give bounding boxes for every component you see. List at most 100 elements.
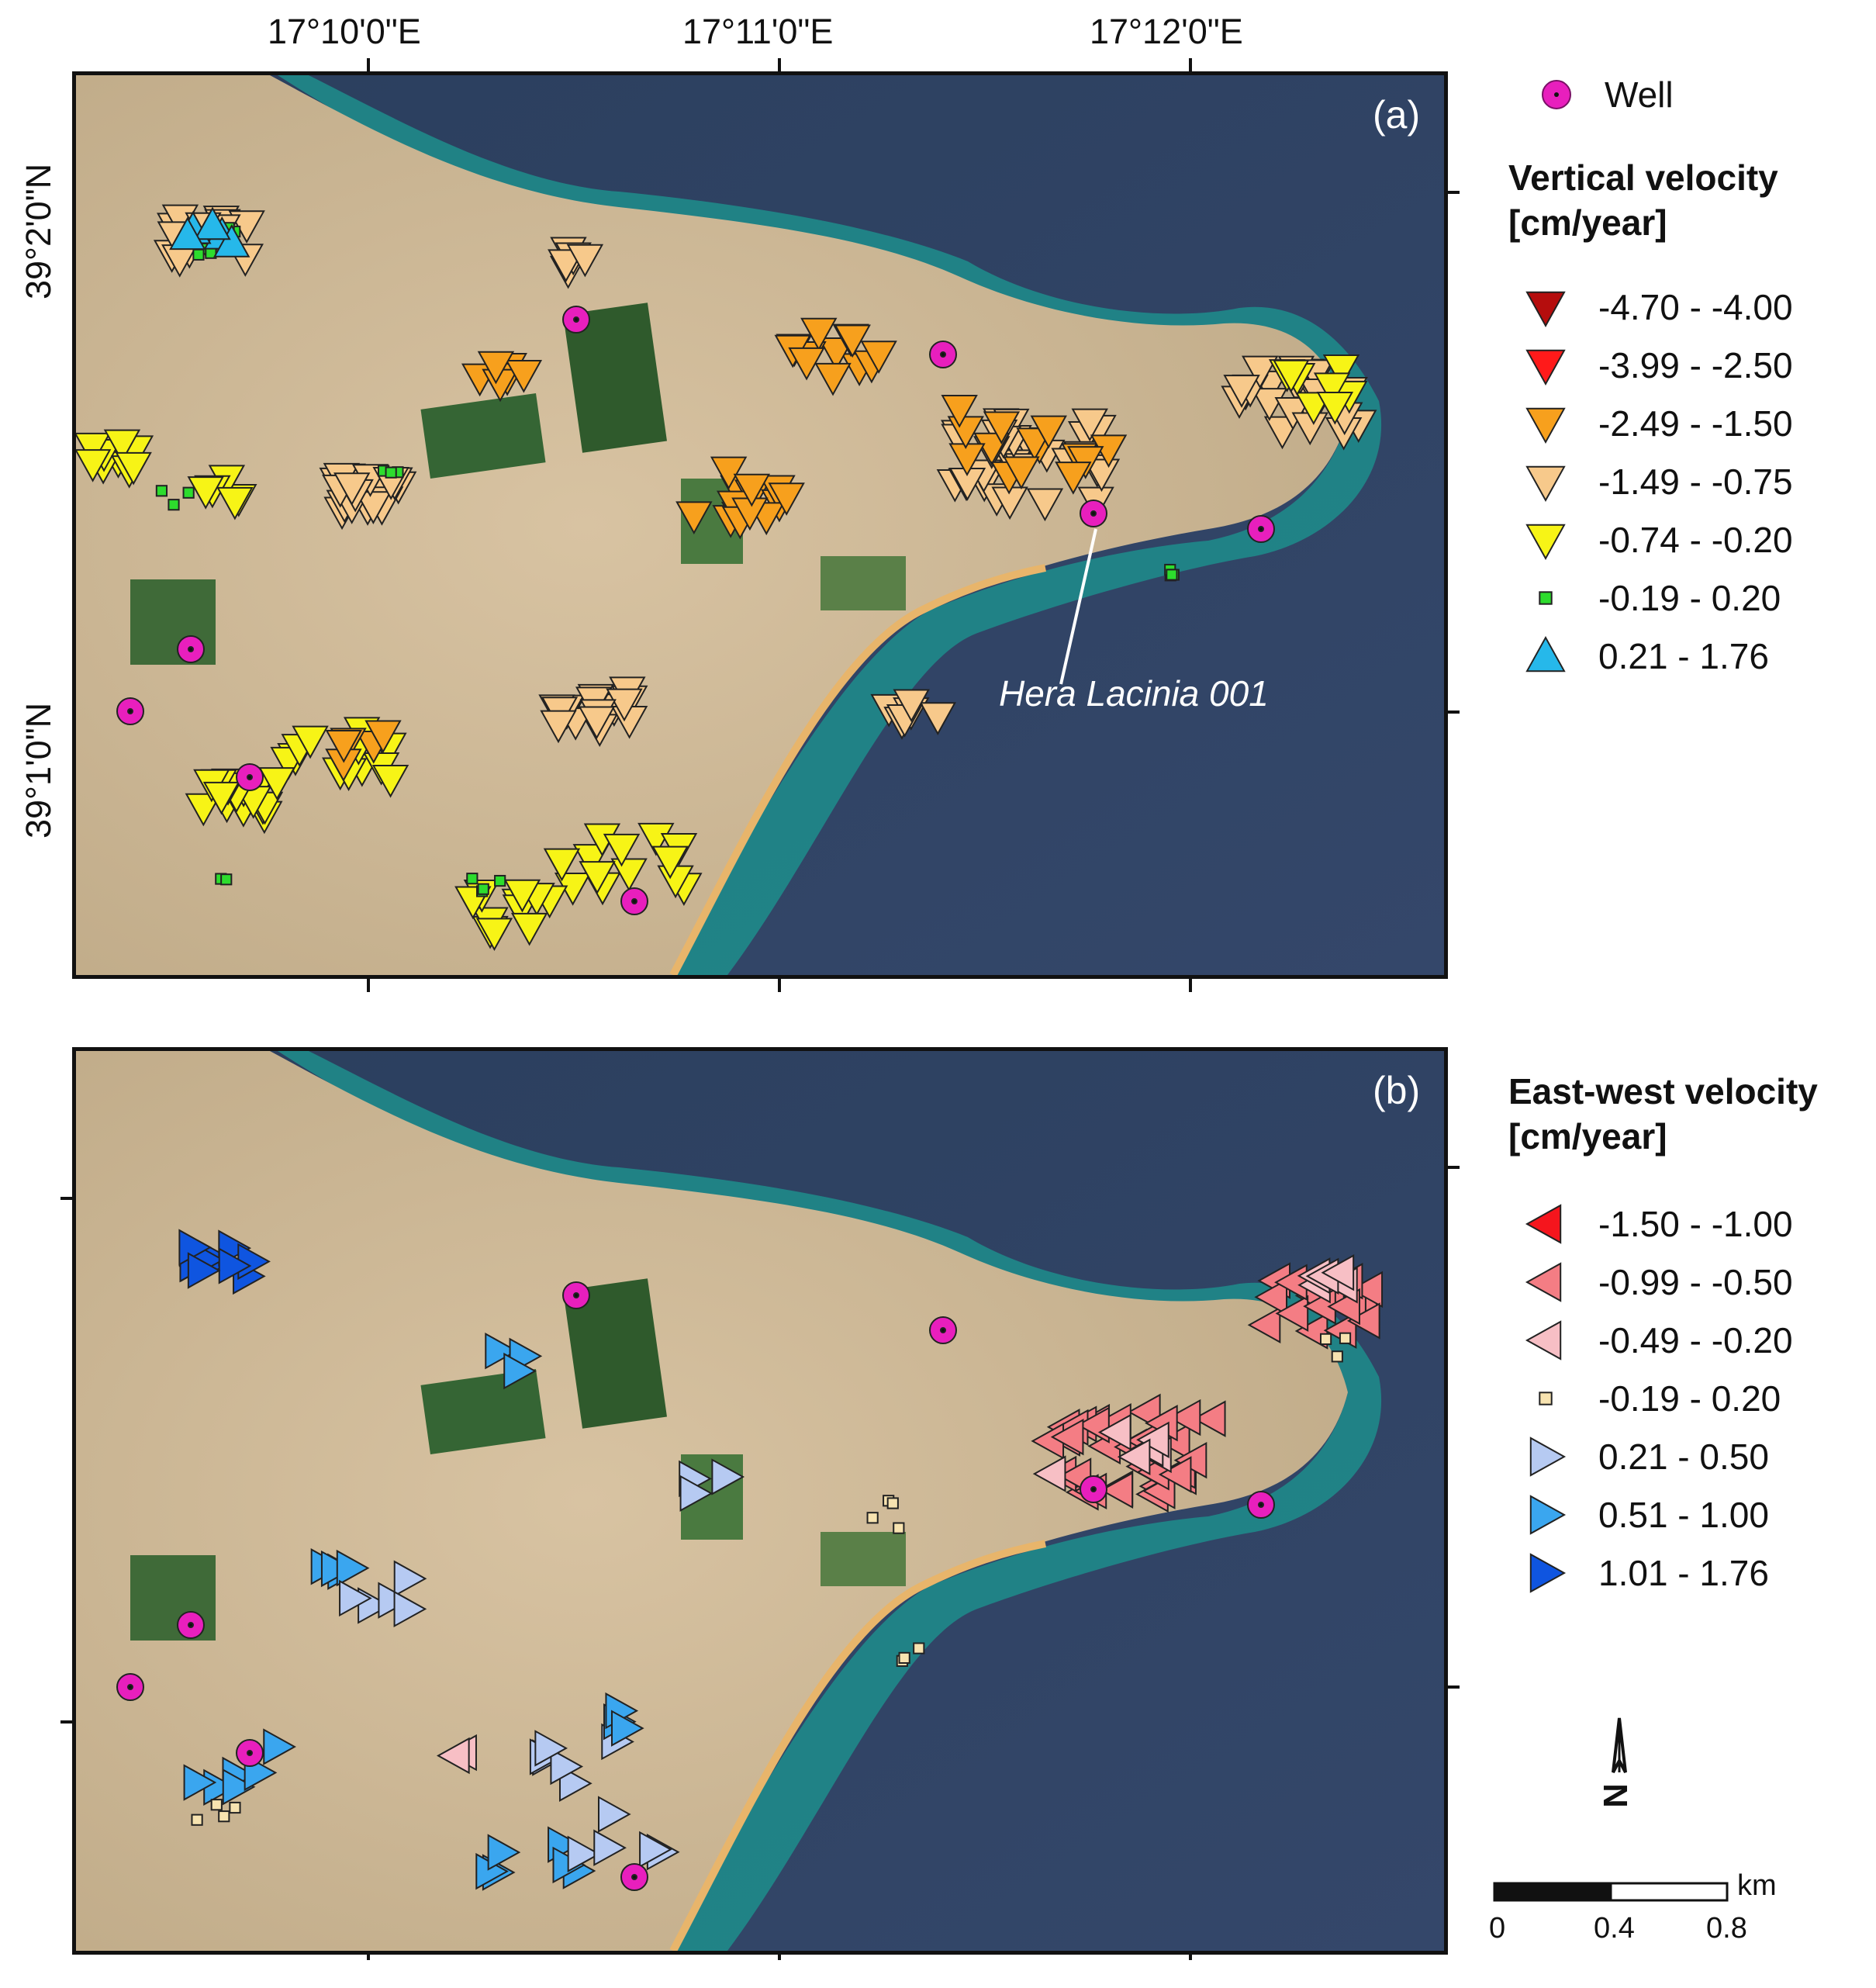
- ps-marker: [1192, 1400, 1226, 1437]
- ps-marker: [1319, 1333, 1332, 1345]
- vertical-legend-symbol-icon: [1525, 635, 1566, 672]
- ps-marker: [733, 473, 771, 507]
- shore-sand: [669, 1540, 1046, 1951]
- vertical-legend-range: -2.49 - -1.50: [1598, 403, 1793, 444]
- ps-marker: [1158, 1456, 1192, 1493]
- vertical-legend-range: -3.99 - -2.50: [1598, 345, 1793, 385]
- ps-marker: [814, 362, 852, 396]
- ps-marker: [893, 1522, 905, 1534]
- green-field: [821, 1532, 906, 1586]
- coast-shallow-water: [278, 1051, 1382, 1951]
- ps-marker: [1321, 1254, 1355, 1291]
- ps-marker: [1275, 1295, 1309, 1333]
- ps-marker: [1167, 1399, 1201, 1437]
- ps-marker: [210, 1799, 223, 1811]
- well-center-dot: [940, 1327, 946, 1333]
- well-center-dot: [1258, 526, 1264, 532]
- ps-marker: [1026, 488, 1064, 522]
- ps-marker: [510, 912, 548, 946]
- eastwest-legend-range: 1.01 - 1.76: [1598, 1553, 1769, 1593]
- ps-marker: [572, 844, 610, 877]
- ps-marker: [466, 873, 479, 885]
- ps-marker: [292, 725, 329, 759]
- well-icon: [1542, 80, 1571, 109]
- vertical-legend-symbol-icon: [1525, 465, 1566, 503]
- legend-vertical-title-line1: Vertical velocity: [1508, 157, 1778, 198]
- eastwest-legend-row: -0.99 - -0.50: [1524, 1260, 1793, 1304]
- eastwest-legend-range: -1.50 - -1.00: [1598, 1204, 1793, 1244]
- well-center-dot: [127, 1684, 133, 1690]
- ps-marker: [1322, 354, 1360, 388]
- well-center-dot: [188, 1622, 194, 1628]
- ps-marker: [1251, 388, 1288, 421]
- vertical-legend-symbol-icon: [1539, 591, 1553, 605]
- ps-marker: [494, 874, 506, 887]
- lon-label-2: 17°11'0"E: [682, 12, 834, 51]
- ps-marker: [103, 429, 141, 463]
- ps-marker: [218, 1810, 230, 1823]
- vertical-legend-symbol-icon: [1525, 407, 1566, 444]
- ps-marker: [191, 1813, 203, 1826]
- ps-marker: [597, 1796, 631, 1833]
- coast-shallow-water: [278, 75, 1382, 975]
- ps-marker: [194, 206, 231, 240]
- ps-marker: [477, 351, 515, 385]
- well-center-dot: [247, 774, 253, 780]
- ps-marker: [192, 248, 205, 261]
- ps-marker: [1071, 408, 1108, 442]
- scale-unit: km: [1737, 1869, 1777, 1902]
- legend-eastwest-title: East-west velocity [cm/year]: [1508, 1069, 1818, 1159]
- ps-marker: [258, 767, 295, 800]
- ps-marker: [393, 1560, 427, 1597]
- ps-marker: [336, 1549, 370, 1587]
- green-field: [420, 1368, 546, 1455]
- ps-marker: [371, 764, 409, 798]
- ps-marker: [220, 873, 233, 886]
- ps-marker: [610, 858, 648, 892]
- ps-marker: [333, 472, 371, 506]
- eastwest-legend-range: 0.51 - 1.00: [1598, 1495, 1769, 1535]
- ps-marker: [639, 1831, 672, 1869]
- eastwest-legend-row: 0.51 - 1.00: [1524, 1493, 1769, 1537]
- eastwest-legend-row: 0.21 - 0.50: [1524, 1435, 1769, 1478]
- well-center-dot: [631, 898, 637, 904]
- ps-marker: [1339, 1332, 1352, 1344]
- ps-marker: [364, 720, 402, 754]
- ps-marker: [788, 347, 825, 381]
- well-center-dot: [188, 646, 194, 652]
- vertical-legend-symbol-icon: [1525, 291, 1566, 328]
- vertical-legend-range: -1.49 - -0.75: [1598, 462, 1793, 502]
- scale-tick-1: 0.4: [1594, 1912, 1635, 1945]
- ps-marker: [216, 486, 254, 520]
- ps-marker: [76, 449, 112, 482]
- well-center-dot: [1090, 510, 1097, 517]
- ps-marker: [1030, 415, 1067, 449]
- green-field: [420, 392, 546, 479]
- ps-marker: [1242, 355, 1279, 389]
- well-center-dot: [573, 316, 579, 323]
- ps-marker: [1166, 569, 1178, 581]
- ps-marker: [1003, 456, 1040, 490]
- eastwest-legend-row: 1.01 - 1.76: [1524, 1551, 1769, 1595]
- ps-marker: [578, 706, 616, 740]
- ps-marker: [1254, 1278, 1288, 1316]
- ps-marker: [886, 1497, 899, 1509]
- ps-marker: [393, 1590, 427, 1628]
- ps-marker: [540, 710, 577, 744]
- ps-marker: [182, 486, 195, 499]
- ps-marker: [800, 317, 838, 351]
- ps-marker: [606, 688, 643, 722]
- vertical-legend-row: -3.99 - -2.50: [1524, 344, 1793, 387]
- ps-marker: [222, 1768, 256, 1806]
- well-center-dot: [247, 1750, 253, 1756]
- legend-well: Well: [1539, 74, 1674, 116]
- eastwest-legend-row: -1.50 - -1.00: [1524, 1202, 1793, 1246]
- ps-marker: [213, 224, 250, 258]
- legend-eastwest-title-line2: [cm/year]: [1508, 1116, 1667, 1156]
- ps-marker: [710, 456, 748, 490]
- map-panel-b: (b): [72, 1047, 1448, 1955]
- ps-marker: [436, 1737, 470, 1775]
- scale-tick-0: 0: [1489, 1912, 1506, 1945]
- scale-bar: [1493, 1882, 1729, 1902]
- eastwest-legend-range: -0.49 - -0.20: [1598, 1320, 1793, 1360]
